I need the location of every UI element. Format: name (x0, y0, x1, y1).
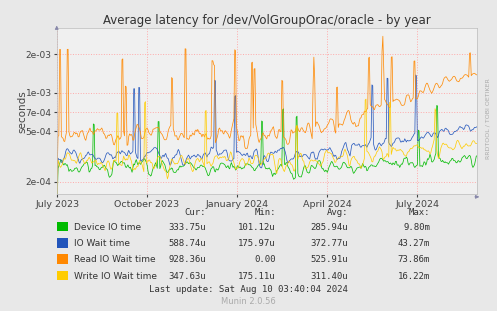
Text: 9.80m: 9.80m (403, 223, 430, 232)
Text: Device IO time: Device IO time (74, 223, 141, 232)
Text: 333.75u: 333.75u (168, 223, 206, 232)
Text: Avg:: Avg: (327, 208, 348, 217)
Text: 372.77u: 372.77u (310, 239, 348, 248)
Text: 16.22m: 16.22m (398, 272, 430, 281)
Text: 525.91u: 525.91u (310, 256, 348, 264)
Text: Min:: Min: (254, 208, 276, 217)
Text: 175.97u: 175.97u (238, 239, 276, 248)
Text: 347.63u: 347.63u (168, 272, 206, 281)
Text: 928.36u: 928.36u (168, 256, 206, 264)
Text: Read IO Wait time: Read IO Wait time (74, 256, 155, 264)
Text: 311.40u: 311.40u (310, 272, 348, 281)
Text: Cur:: Cur: (185, 208, 206, 217)
Title: Average latency for /dev/VolGroupOrac/oracle - by year: Average latency for /dev/VolGroupOrac/or… (103, 14, 431, 27)
Text: IO Wait time: IO Wait time (74, 239, 130, 248)
Y-axis label: seconds: seconds (18, 90, 28, 132)
Text: 43.27m: 43.27m (398, 239, 430, 248)
Text: Write IO Wait time: Write IO Wait time (74, 272, 157, 281)
Text: Max:: Max: (409, 208, 430, 217)
Text: 101.12u: 101.12u (238, 223, 276, 232)
Text: RRDTOOL / TOBI OETIKER: RRDTOOL / TOBI OETIKER (486, 78, 491, 159)
Text: 285.94u: 285.94u (310, 223, 348, 232)
Text: 73.86m: 73.86m (398, 256, 430, 264)
Text: Munin 2.0.56: Munin 2.0.56 (221, 297, 276, 306)
Text: 0.00: 0.00 (254, 256, 276, 264)
Text: 588.74u: 588.74u (168, 239, 206, 248)
Text: 175.11u: 175.11u (238, 272, 276, 281)
Text: Last update: Sat Aug 10 03:40:04 2024: Last update: Sat Aug 10 03:40:04 2024 (149, 285, 348, 294)
